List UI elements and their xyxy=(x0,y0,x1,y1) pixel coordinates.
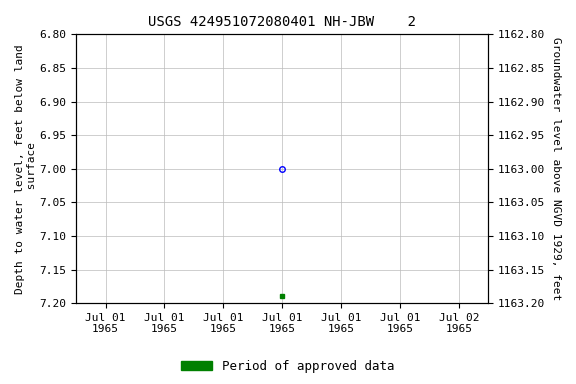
Y-axis label: Depth to water level, feet below land
 surface: Depth to water level, feet below land su… xyxy=(15,44,37,294)
Legend: Period of approved data: Period of approved data xyxy=(176,355,400,378)
Y-axis label: Groundwater level above NGVD 1929, feet: Groundwater level above NGVD 1929, feet xyxy=(551,37,561,300)
Title: USGS 424951072080401 NH-JBW    2: USGS 424951072080401 NH-JBW 2 xyxy=(148,15,416,29)
